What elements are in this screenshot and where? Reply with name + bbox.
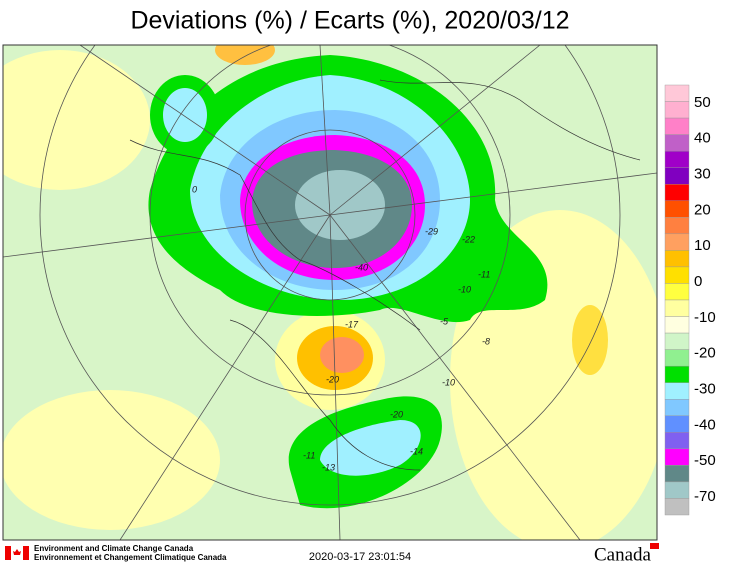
wordmark: Canada: [594, 544, 652, 565]
legend-swatch: [664, 481, 690, 499]
contour-label: -13: [322, 462, 335, 472]
legend-label: -50: [694, 452, 716, 469]
contour-label: -22: [462, 234, 475, 244]
contour-label: -11: [303, 450, 315, 460]
legend-swatch: [664, 250, 690, 268]
contour-label: -20: [390, 409, 403, 419]
legend-swatch: [664, 498, 690, 516]
contour-label: -8: [482, 336, 490, 346]
wordmark-flag: [650, 543, 659, 549]
legend-swatch: [664, 349, 690, 367]
agency-fr: Environnement et Changement Climatique C…: [34, 553, 227, 562]
map-frame: [2, 44, 658, 541]
legend-swatch: [664, 150, 690, 168]
legend-swatch: [664, 415, 690, 433]
legend-swatch: [664, 184, 690, 201]
title: Deviations (%) / Ecarts (%), 2020/03/12: [130, 7, 569, 35]
contour-label: -29: [425, 226, 438, 236]
legend-swatch: [664, 101, 690, 119]
legend-label: 10: [694, 237, 711, 254]
maple-leaf: [13, 549, 21, 555]
legend-swatch: [664, 432, 690, 450]
contour-label: -10: [458, 284, 471, 294]
contour-label: -11: [478, 269, 490, 279]
legend-label: -40: [694, 416, 716, 433]
contour-label: -17: [345, 319, 359, 329]
legend-swatch: [664, 217, 690, 235]
contour-label: -5: [440, 316, 449, 326]
legend-swatch: [664, 448, 690, 466]
contour-label: -20: [326, 374, 339, 384]
legend-swatch: [664, 266, 690, 284]
contour-label: -10: [442, 377, 455, 387]
legend-label: -10: [694, 309, 716, 326]
legend-label: 20: [694, 201, 711, 218]
legend-swatch: [664, 365, 690, 383]
legend-swatch: [664, 167, 690, 185]
legend-label: -20: [694, 345, 716, 362]
legend-label: -70: [694, 488, 716, 505]
contour-label: -14: [410, 446, 423, 456]
agency-en: Environment and Climate Change Canada: [34, 544, 194, 553]
legend-swatch: [664, 233, 690, 251]
contour-label: -40: [355, 262, 368, 272]
legend-swatch: [664, 382, 690, 400]
legend-label: 50: [694, 94, 711, 111]
legend-swatch: [664, 299, 690, 317]
legend-swatch: [664, 200, 690, 218]
map: [3, 45, 657, 540]
legend-label: -30: [694, 381, 716, 398]
legend-swatch: [664, 283, 690, 301]
legend-swatch: [664, 134, 690, 152]
legend-swatch: [664, 84, 690, 102]
legend-label: 40: [694, 130, 711, 147]
legend-label: 30: [694, 166, 711, 183]
legend-swatch: [664, 117, 690, 135]
timestamp: 2020-03-17 23:01:54: [309, 551, 411, 563]
legend-label: 0: [694, 273, 702, 290]
legend-swatch: [664, 316, 690, 334]
contour-label: 0: [192, 184, 197, 194]
legend-swatch: [664, 465, 690, 483]
legend-swatch: [664, 332, 690, 350]
legend-swatch: [664, 399, 690, 416]
